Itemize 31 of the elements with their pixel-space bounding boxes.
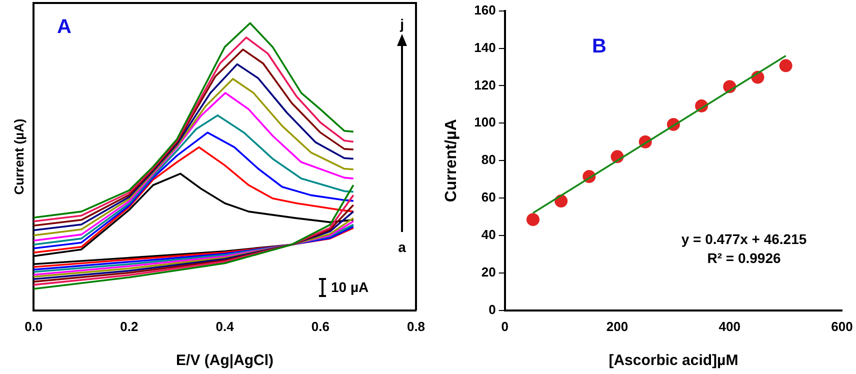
y-tick-label: 0 [488,302,496,317]
x-tick-label: 0.4 [216,318,235,334]
annotation: a [398,238,406,255]
y-tick-label: 40 [481,227,496,242]
x-tick-label: 600 [831,318,853,334]
text: B [592,35,607,58]
annotation: 10 µA [331,278,369,295]
point [526,213,540,226]
y-tick-label: 20 [481,264,496,280]
x-tick-label: 0.0 [24,318,43,334]
x-tick-label: 0.8 [406,318,426,334]
y-axis-title: Current/µA [443,118,460,202]
y-tick-label: 100 [474,114,496,130]
x-tick-label: 0 [501,318,509,334]
x-tick-label: 200 [606,318,628,334]
x-tick-label: 0.2 [120,318,138,334]
y-tick-label: 80 [481,152,496,168]
y-axis-title: Current (µA) [11,118,26,195]
y-tick-label: 160 [474,2,496,18]
point [779,59,792,72]
x-tick-label: 400 [718,318,740,334]
x-axis-title: [Ascorbic acid]µM [608,352,738,370]
y-tick-label: 140 [474,40,496,55]
x-tick-label: 0.6 [311,318,330,334]
y-tick-label: 120 [474,77,496,92]
annotation: R² = 0.9926 [707,250,781,266]
chart-title: A [56,16,72,38]
annotation: y = 0.477x + 46.215 [681,230,807,247]
y-tick-label: 60 [481,190,496,205]
x-axis-title: E/V (Ag|AgCl) [176,352,274,370]
annotation: j [399,16,404,32]
